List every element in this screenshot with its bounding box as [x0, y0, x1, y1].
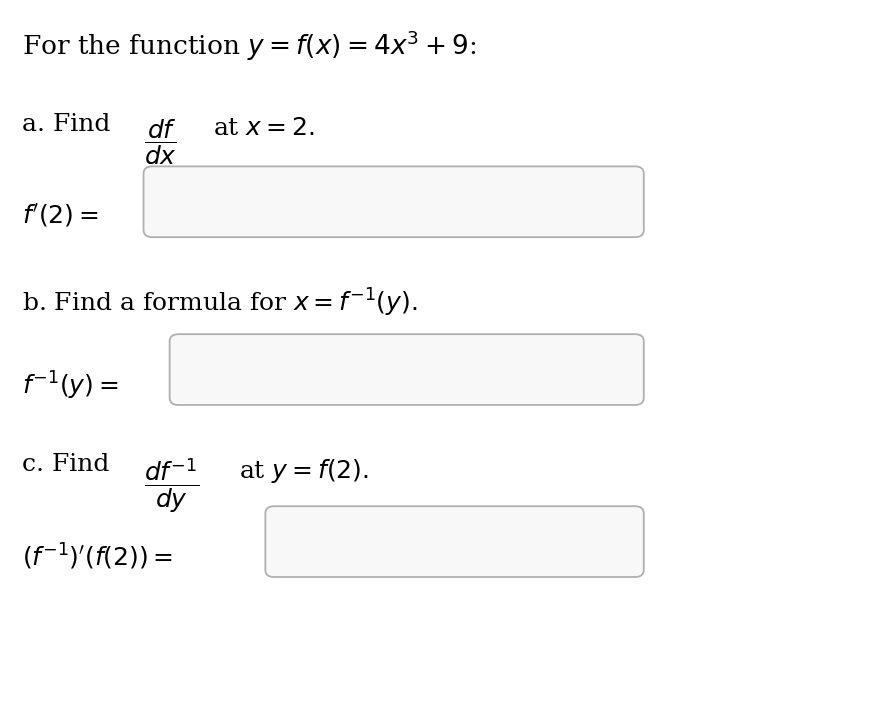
FancyBboxPatch shape [265, 506, 643, 577]
FancyBboxPatch shape [143, 166, 643, 237]
Text: $\dfrac{df^{-1}}{dy}$: $\dfrac{df^{-1}}{dy}$ [143, 457, 198, 515]
Text: at $x = 2.$: at $x = 2.$ [213, 117, 315, 139]
Text: at $y = f(2).$: at $y = f(2).$ [239, 457, 368, 485]
FancyBboxPatch shape [169, 334, 643, 405]
Text: $f^{-1}(y) =$: $f^{-1}(y) =$ [22, 370, 118, 401]
Text: b. Find a formula for $x = f^{-1}(y).$: b. Find a formula for $x = f^{-1}(y).$ [22, 287, 417, 319]
Text: For the function $y = f(x) = 4x^3 + 9$:: For the function $y = f(x) = 4x^3 + 9$: [22, 28, 476, 63]
Text: a. Find: a. Find [22, 113, 110, 136]
Text: $f'(2) =$: $f'(2) =$ [22, 202, 98, 229]
Text: $(f^{-1})'(f(2)) =$: $(f^{-1})'(f(2)) =$ [22, 542, 173, 572]
Text: $\dfrac{df}{dx}$: $\dfrac{df}{dx}$ [143, 117, 176, 166]
Text: c. Find: c. Find [22, 453, 109, 476]
